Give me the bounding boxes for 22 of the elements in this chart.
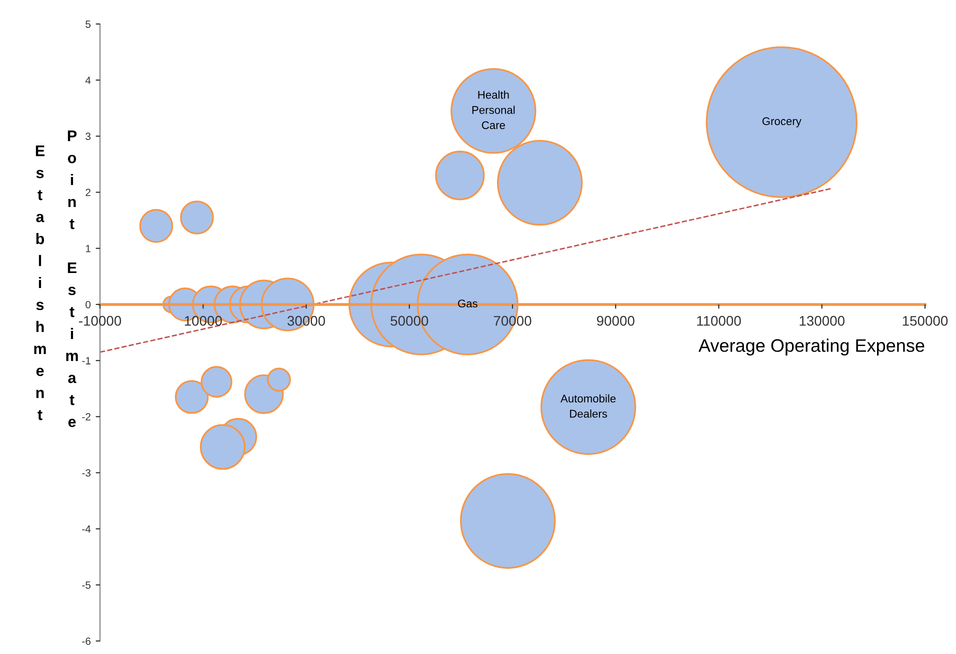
y-tick-label: -6	[82, 638, 91, 645]
y-tick-label: 2	[86, 188, 90, 196]
annotation: Grocery	[762, 117, 802, 128]
annotation: Automobile Dealers	[560, 394, 616, 418]
x-axis-title: Average Operating Expense	[698, 338, 924, 356]
y-tick-label: -1	[82, 357, 90, 364]
y-tick-label: 5	[86, 20, 91, 28]
y-tick-label: -5	[82, 582, 91, 589]
y-tick-label: -2	[82, 413, 90, 420]
x-tick-label: 110000	[697, 316, 741, 326]
x-tick-label: 150000	[902, 316, 948, 326]
annotation: Gas	[458, 300, 478, 308]
y-tick-label: -3	[82, 469, 91, 477]
annotation: Health Personal Care	[472, 90, 515, 130]
y-tick-label: 3	[86, 132, 91, 140]
y-tick-label: 4	[85, 76, 91, 84]
x-tick-label: 130000	[800, 316, 845, 326]
x-tick-label: 90000	[596, 316, 634, 326]
y-tick-label: 1	[86, 244, 90, 252]
y-tick-label: 0	[86, 300, 91, 308]
text: Establishment Point Estimate	[34, 130, 78, 428]
y-tick-label: -4	[82, 525, 91, 533]
